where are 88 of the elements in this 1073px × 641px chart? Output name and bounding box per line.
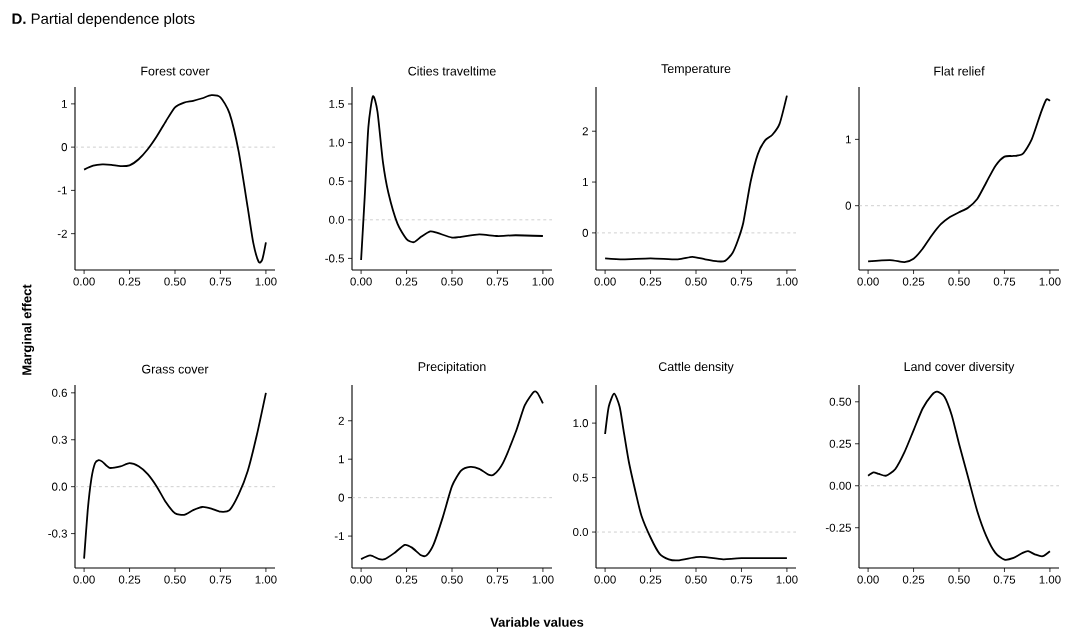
y-tick-label: 0.0 xyxy=(573,528,589,537)
y-tick-label: 0.6 xyxy=(52,388,67,397)
chart-title: Precipitation xyxy=(418,361,486,374)
x-tick-label: 0.50 xyxy=(685,277,707,286)
y-tick-label: 1.0 xyxy=(573,419,589,428)
y-tick-label: -0.3 xyxy=(48,529,67,538)
y-tick-label: 0.25 xyxy=(829,439,852,448)
y-tick-label: 1 xyxy=(338,455,344,464)
x-tick-label: 0.00 xyxy=(73,277,95,286)
x-tick-label: 0.25 xyxy=(639,575,662,584)
y-tick-label: 1.5 xyxy=(329,99,344,108)
chart-title: Cattle density xyxy=(658,361,734,374)
y-tick-label: 0 xyxy=(338,493,345,502)
y-tick-label: 0 xyxy=(61,143,68,152)
x-tick-label: 0.00 xyxy=(350,575,372,584)
y-tick-label: -1 xyxy=(57,186,67,195)
x-tick-label: 0.25 xyxy=(639,277,662,286)
y-tick-label: 0.5 xyxy=(329,177,344,186)
y-tick-label: -0.5 xyxy=(325,254,344,263)
y-tick-label: 0 xyxy=(845,201,852,210)
x-tick-label: 0.50 xyxy=(164,575,186,584)
chart-title: Temperature xyxy=(661,64,731,76)
line-series xyxy=(360,391,544,561)
y-tick-label: 0.3 xyxy=(52,435,67,444)
line-series xyxy=(867,98,1051,263)
y-tick-label: 1 xyxy=(582,178,588,186)
y-tick-label: -0.25 xyxy=(825,523,852,532)
x-tick-label: 1.00 xyxy=(1039,277,1061,286)
text: Marginal effect xyxy=(21,284,35,375)
y-tick-label: 1.0 xyxy=(329,138,345,147)
text: Variable values xyxy=(490,617,584,627)
x-tick-label: 0.50 xyxy=(441,575,463,584)
chart-title: Cities traveltime xyxy=(408,66,496,76)
x-tick-label: 0.50 xyxy=(685,575,707,584)
line-series xyxy=(867,390,1051,561)
x-tick-label: 0.75 xyxy=(993,277,1016,286)
x-tick-label: 0.00 xyxy=(594,277,616,286)
x-tick-label: 1.00 xyxy=(255,575,277,584)
x-tick-label: 0.00 xyxy=(73,575,95,584)
x-tick-label: 0.75 xyxy=(486,277,509,286)
chart-title: Grass cover xyxy=(142,364,209,374)
line-series xyxy=(360,95,544,261)
x-tick-label: 1.00 xyxy=(532,277,554,286)
x-tick-label: 0.25 xyxy=(902,277,925,286)
x-tick-label: 1.00 xyxy=(1039,575,1061,584)
x-tick-label: 0.00 xyxy=(857,575,879,584)
x-tick-label: 1.00 xyxy=(255,277,277,286)
y-tick-label: 2 xyxy=(582,127,588,136)
y-tick-label: 1 xyxy=(61,99,67,108)
x-tick-label: 0.50 xyxy=(441,277,463,286)
x-tick-label: 0.75 xyxy=(486,575,509,584)
y-tick-label: -2 xyxy=(57,229,67,238)
line-series xyxy=(83,391,267,560)
y-tick-label: 0 xyxy=(582,228,589,237)
x-tick-label: 0.25 xyxy=(902,575,925,584)
x-tick-label: 0.25 xyxy=(118,575,141,584)
x-tick-label: 0.00 xyxy=(594,575,616,584)
x-tick-label: 1.00 xyxy=(532,575,554,584)
chart-title: Land cover diversity xyxy=(904,361,1015,374)
x-tick-label: 0.75 xyxy=(209,277,232,286)
chart-title: Forest cover xyxy=(141,66,210,76)
y-tick-label: 1 xyxy=(845,135,851,144)
x-tick-label: 0.25 xyxy=(395,575,418,584)
x-tick-label: 0.00 xyxy=(857,277,879,286)
y-tick-label: 0.00 xyxy=(829,481,852,490)
x-tick-label: 0.75 xyxy=(993,575,1016,584)
x-tick-label: 0.75 xyxy=(209,575,232,584)
x-tick-label: 0.50 xyxy=(948,575,970,584)
y-tick-label: 2 xyxy=(338,416,344,425)
x-tick-label: 0.50 xyxy=(164,277,186,286)
x-tick-label: 0.75 xyxy=(730,575,753,584)
chart-title: Flat relief xyxy=(934,66,985,76)
x-tick-label: 0.75 xyxy=(730,277,753,286)
text: D. Partial dependence plots xyxy=(12,13,195,27)
x-tick-label: 0.25 xyxy=(118,277,141,286)
y-tick-label: -1 xyxy=(334,532,344,541)
y-tick-label: 0.0 xyxy=(52,482,68,491)
y-tick-label: 0.5 xyxy=(573,473,589,482)
x-tick-label: 0.25 xyxy=(395,277,418,286)
x-tick-label: 1.00 xyxy=(776,277,798,286)
line-series xyxy=(83,94,267,263)
line-series xyxy=(604,392,788,562)
y-tick-label: 0.50 xyxy=(829,397,852,406)
x-tick-label: 1.00 xyxy=(776,575,798,584)
x-tick-label: 0.50 xyxy=(948,277,970,286)
y-tick-label: 0.0 xyxy=(329,215,345,224)
x-tick-label: 0.00 xyxy=(350,277,372,286)
line-series xyxy=(604,94,788,263)
